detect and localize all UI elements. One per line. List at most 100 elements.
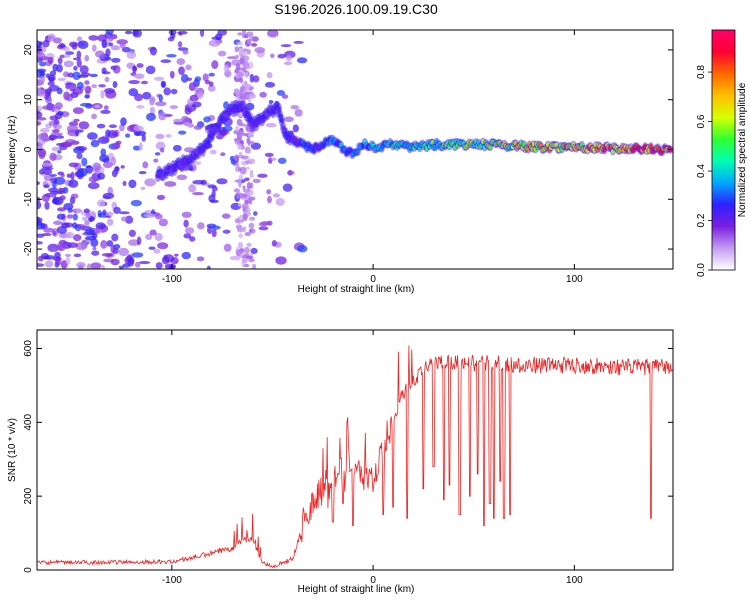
spectrogram-noise-blob <box>169 105 179 110</box>
spectrogram-noise-blob <box>188 82 196 91</box>
spectrogram-noise-blob <box>112 81 118 88</box>
spectrogram-noise-blob <box>73 118 80 123</box>
spectrogram-noise-blob <box>239 57 245 65</box>
spectrogram-noise-blob <box>142 91 152 100</box>
spectrogram-noise-blob <box>106 240 114 247</box>
spectrogram-noise-blob <box>249 140 255 145</box>
spectrogram-noise-blob <box>84 80 90 85</box>
snr-x-label: Height of straight line (km) <box>298 584 415 595</box>
spectrogram-noise-blob <box>277 53 286 59</box>
spectrogram-noise-blob <box>184 107 192 115</box>
spectrogram-noise-blob <box>247 48 251 55</box>
spectrogram-noise-blob <box>58 42 66 49</box>
spectrogram-noise-blob <box>107 35 114 42</box>
spectrogram-noise-blob <box>91 84 98 89</box>
spectrogram-image <box>37 30 673 269</box>
spectrogram-noise-blob <box>73 65 78 71</box>
spectrogram-noise-blob <box>154 232 163 242</box>
spectrogram-noise-blob <box>249 229 253 233</box>
spectrogram-noise-blob <box>236 41 244 46</box>
spectrogram-noise-blob <box>39 168 45 175</box>
spectrogram-noise-blob <box>56 63 63 73</box>
spectrogram-ridge-cell <box>279 118 284 123</box>
spectrogram-noise-blob <box>216 178 228 185</box>
spectrogram-noise-blob <box>41 193 50 202</box>
spectrogram-noise-blob <box>110 258 120 266</box>
spectrogram-noise-blob <box>166 54 177 58</box>
spectrogram-noise-blob <box>72 213 78 221</box>
spectrogram-noise-blob <box>209 199 219 203</box>
spectrogram-noise-blob <box>54 112 63 120</box>
spectrogram-noise-blob <box>203 116 211 123</box>
spectrogram-noise-blob <box>65 84 72 90</box>
spectrogram-noise-blob <box>246 255 254 260</box>
spectrogram-noise-blob <box>246 182 252 190</box>
spectrogram-noise-blob <box>49 193 56 198</box>
spectrogram-noise-blob <box>102 192 115 200</box>
spectrogram-noise-blob <box>56 207 67 212</box>
spectrogram-noise-blob <box>196 256 205 262</box>
spectrogram-noise-blob <box>63 60 74 68</box>
spectrogram-noise-blob <box>84 54 90 62</box>
spectrogram-noise-blob <box>188 184 197 193</box>
spectrogram-noise-blob <box>134 261 141 268</box>
spectrogram-noise-blob <box>172 144 182 152</box>
spectrogram-noise-blob <box>149 97 155 106</box>
spectrogram-noise-blob <box>264 81 276 88</box>
spectrogram-noise-blob <box>207 226 213 234</box>
spectrogram-noise-blob <box>37 263 45 267</box>
spectrogram-noise-blob <box>170 88 178 95</box>
spectrogram-noise-blob <box>199 30 205 37</box>
snr-frame <box>36 329 674 571</box>
spectrogram-noise-blob <box>47 56 54 64</box>
spectrogram-noise-blob <box>69 196 76 205</box>
spectrogram-noise-blob <box>37 40 42 49</box>
spectrogram-x-tick-label: -100 <box>162 274 182 285</box>
spectrogram-noise-blob <box>73 253 82 258</box>
spectrogram-noise-blob <box>211 228 217 238</box>
spectrogram-noise-blob <box>168 30 177 36</box>
spectrogram-noise-blob <box>220 152 226 157</box>
spectrogram-noise-blob <box>37 52 46 59</box>
spectrogram-noise-blob <box>128 229 136 238</box>
spectrogram-noise-blob <box>248 216 256 221</box>
spectrogram-noise-blob <box>105 30 114 36</box>
spectrogram-noise-blob <box>64 253 72 257</box>
spectrogram-noise-blob <box>78 121 90 130</box>
spectrogram-noise-blob <box>119 40 126 49</box>
spectrogram-noise-blob <box>48 134 58 141</box>
spectrogram-noise-blob <box>144 178 156 187</box>
spectrogram-noise-blob <box>191 101 202 108</box>
spectrogram-noise-blob <box>140 186 146 191</box>
spectrogram-noise-blob <box>142 161 149 169</box>
spectrogram-noise-blob <box>71 222 78 229</box>
spectrogram-noise-blob <box>59 54 65 59</box>
spectrogram-noise-blob <box>81 157 88 167</box>
spectrogram-y-tick-label: -20 <box>23 241 34 256</box>
spectrogram-noise-blob <box>134 130 147 136</box>
spectrogram-noise-blob <box>70 171 75 181</box>
spectrogram-noise-blob <box>57 57 63 65</box>
spectrogram-noise-blob <box>141 134 146 142</box>
spectrogram-noise-blob <box>183 219 189 228</box>
spectrogram-noise-blob <box>77 40 89 50</box>
spectrogram-noise-blob <box>101 253 114 257</box>
spectrogram-noise-blob <box>76 36 83 42</box>
spectrogram-noise-blob <box>223 243 232 252</box>
spectrogram-noise-blob <box>94 104 101 109</box>
spectrogram-noise-blob <box>49 152 57 161</box>
spectrogram-noise-blob <box>218 129 230 136</box>
spectrogram-noise-blob <box>238 233 243 239</box>
spectrogram-noise-blob <box>189 94 200 102</box>
spectrogram-noise-blob <box>239 95 247 100</box>
spectrogram-noise-blob <box>59 195 66 201</box>
spectrogram-noise-blob <box>247 132 254 138</box>
spectrogram-noise-blob <box>112 64 121 74</box>
spectrogram-noise-blob <box>37 222 46 230</box>
spectrogram-noise-blob <box>97 34 108 42</box>
spectrogram-noise-blob <box>100 240 108 249</box>
snr-y-tick-label: 200 <box>23 487 34 504</box>
spectrogram-noise-blob <box>254 47 266 54</box>
spectrogram-noise-blob <box>128 179 137 189</box>
spectrogram-noise-blob <box>252 178 261 184</box>
